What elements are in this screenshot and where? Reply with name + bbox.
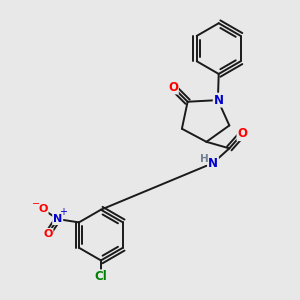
Text: N: N (214, 94, 224, 106)
Text: O: O (43, 229, 52, 239)
Text: −: − (32, 199, 40, 208)
Text: +: + (58, 207, 67, 217)
Text: Cl: Cl (94, 270, 107, 283)
Text: N: N (208, 157, 218, 169)
Text: O: O (38, 204, 48, 214)
Text: H: H (200, 154, 208, 164)
Text: O: O (237, 127, 248, 140)
Text: N: N (53, 214, 62, 224)
Text: O: O (168, 80, 178, 94)
